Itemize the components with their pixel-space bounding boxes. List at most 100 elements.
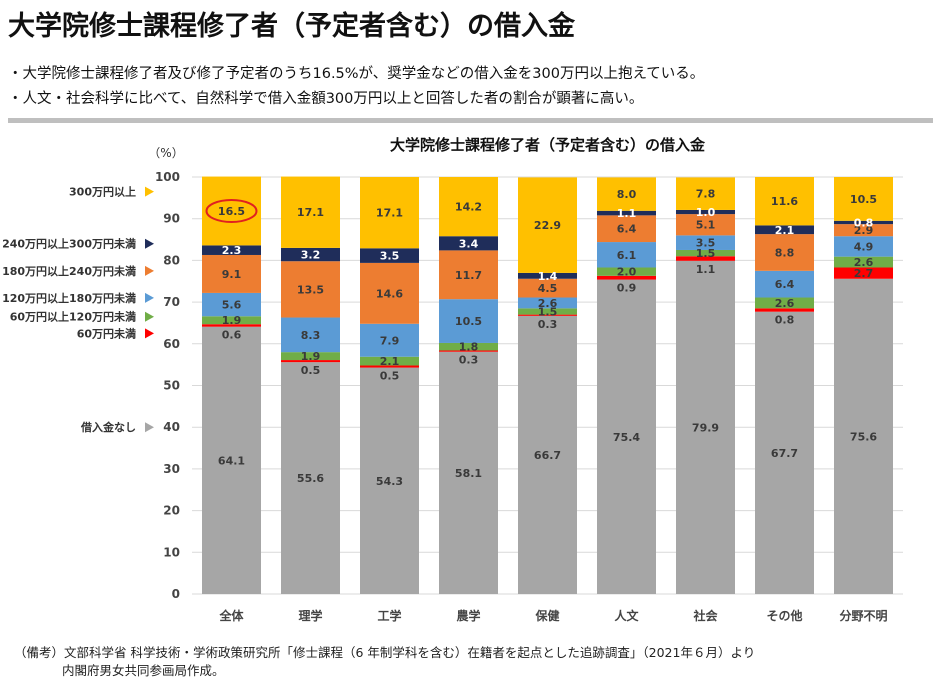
data-label: 0.3	[459, 354, 479, 367]
data-label: 2.3	[222, 244, 242, 257]
bar-segment-8-7	[755, 177, 814, 226]
x-tick-label: 分野不明	[839, 608, 887, 623]
y-tick-label: 70	[163, 295, 180, 309]
bar-segment-4-1	[439, 351, 498, 594]
source-note-continued: 内閣府男女共同参画局作成。	[62, 663, 225, 678]
bar-segment-6-3	[597, 267, 656, 276]
bar-segment-1-1	[202, 326, 261, 594]
data-label: 1.1	[696, 263, 716, 276]
section-divider	[8, 118, 933, 123]
data-label: 0.9	[617, 282, 637, 295]
bar-segment-3-6	[360, 248, 419, 263]
data-label: 3.5	[380, 250, 400, 263]
bar-segment-3-3	[360, 356, 419, 366]
bar-segment-6-7	[597, 177, 656, 211]
data-label: 14.2	[455, 201, 482, 214]
stacked-bar-chart: 大学院修士課程修了者（予定者含む）の借入金 （%） 0 10 20 30 40 50 60 70 8…	[2, 136, 903, 623]
data-label: 8.8	[775, 246, 795, 259]
data-label: 64.1	[218, 454, 245, 467]
data-label: 1.9	[301, 350, 321, 363]
bar-segment-5-3	[518, 308, 577, 315]
data-label: 1.4	[538, 270, 558, 283]
data-label: 4.9	[854, 240, 874, 253]
legend-marker	[145, 265, 154, 276]
data-label: 54.3	[376, 475, 403, 488]
legend-marker	[145, 238, 154, 249]
data-label: 0.8	[854, 216, 874, 229]
bar-segment-4-3	[439, 342, 498, 351]
bar-segment-4-6	[439, 236, 498, 251]
x-tick-label: 理学	[298, 608, 322, 623]
legend-label: 60万円未満	[77, 326, 136, 340]
legend-label: 60万円以上120万円未満	[10, 310, 136, 324]
y-tick-label: 90	[163, 212, 180, 226]
bar-segment-1-4	[202, 292, 261, 317]
y-tick-label: 10	[163, 545, 180, 559]
data-label: 5.6	[222, 299, 242, 312]
y-tick-label: 30	[163, 462, 180, 476]
bar-segment-4-5	[439, 250, 498, 300]
page-title: 大学院修士課程修了者（予定者含む）の借入金	[8, 11, 575, 42]
bar-segment-6-1	[597, 279, 656, 594]
bar-segment-3-5	[360, 262, 419, 324]
data-label: 10.5	[850, 193, 877, 206]
bar-segment-3-1	[360, 367, 419, 594]
x-tick-label: その他	[766, 608, 802, 623]
summary-bullet-1: ・大学院修士課程修了者及び修了予定者のうち16.5%が、奨学金などの借入金を30…	[8, 66, 705, 82]
bar-segment-7-4	[676, 235, 735, 250]
legend-label: 120万円以上180万円未満	[2, 291, 136, 305]
data-label: 75.6	[850, 430, 877, 443]
bar-segment-9-6	[834, 220, 893, 225]
data-label: 67.7	[771, 447, 798, 460]
bar-segment-3-7	[360, 177, 419, 249]
legend-marker	[145, 186, 154, 197]
data-label: 3.4	[459, 237, 479, 250]
data-label: 7.8	[696, 188, 716, 201]
data-label: 2.9	[854, 224, 874, 237]
bar-segment-9-3	[834, 256, 893, 268]
bar-segment-2-7	[281, 176, 340, 248]
bar-segment-8-2	[755, 308, 814, 312]
data-label: 1.1	[617, 207, 637, 220]
source-note: （備考）文部科学省 科学技術・学術政策研究所「修士課程（6 年制学科を含む）在籍…	[14, 645, 756, 660]
bar-segment-7-5	[676, 214, 735, 236]
bar-segment-6-2	[597, 275, 656, 280]
data-label: 1.9	[222, 314, 242, 327]
data-label: 8.3	[301, 329, 321, 342]
data-label: 75.4	[613, 431, 640, 444]
bar-segment-2-1	[281, 362, 340, 594]
legend-marker	[145, 422, 154, 433]
x-tick-label: 工学	[377, 608, 401, 623]
data-label: 11.7	[455, 269, 482, 282]
data-label: 6.4	[617, 223, 637, 236]
data-label: 14.6	[376, 287, 403, 300]
data-label: 17.1	[376, 207, 403, 220]
data-label: 7.9	[380, 334, 400, 347]
bar-segment-9-5	[834, 224, 893, 237]
bar-segment-8-5	[755, 234, 814, 271]
bar-segment-7-2	[676, 256, 735, 261]
y-tick-label: 40	[163, 420, 180, 434]
data-label: 5.1	[696, 219, 716, 232]
data-label: 6.1	[617, 249, 637, 262]
x-tick-label: 人文	[614, 608, 639, 623]
data-label: 0.5	[301, 364, 321, 377]
bar-segment-2-2	[281, 360, 340, 363]
bar-segment-3-2	[360, 365, 419, 368]
bar-segment-5-6	[518, 272, 577, 279]
bar-segment-8-3	[755, 297, 814, 309]
bar-segment-1-3	[202, 316, 261, 325]
bar-segment-9-2	[834, 267, 893, 279]
legend-marker	[145, 328, 154, 339]
bar-segment-5-5	[518, 278, 577, 298]
data-label: 2.6	[854, 256, 874, 269]
data-label: 10.5	[455, 315, 482, 328]
bar-segment-1-7	[202, 176, 261, 246]
bar-segment-7-1	[676, 260, 735, 594]
legend-label: 180万円以上240万円未満	[2, 264, 136, 278]
data-label: 16.5	[218, 205, 245, 218]
data-label: 66.7	[534, 449, 561, 462]
bar-segment-9-4	[834, 236, 893, 257]
chart-title: 大学院修士課程修了者（予定者含む）の借入金	[390, 136, 706, 154]
data-label: 2.7	[854, 267, 874, 280]
